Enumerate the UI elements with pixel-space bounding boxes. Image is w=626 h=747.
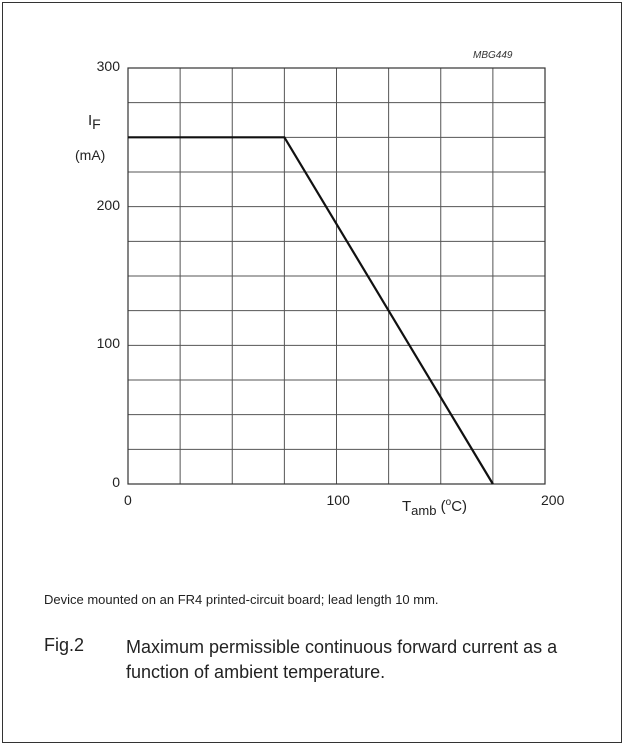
- y-tick-label: 0: [70, 474, 120, 490]
- y-tick-label: 200: [70, 197, 120, 213]
- x-tick-label: 0: [124, 492, 132, 508]
- x-axis-unit-open: (: [436, 498, 445, 515]
- x-axis-unit-rest: C): [451, 498, 467, 515]
- x-axis-symbol: T: [402, 498, 411, 515]
- y-axis-subscript: F: [92, 116, 101, 132]
- x-tick-label: 200: [541, 492, 564, 508]
- chart-code: MBG449: [473, 50, 512, 61]
- mounting-note: Device mounted on an FR4 printed-circuit…: [44, 592, 439, 607]
- figure-number: Fig.2: [44, 635, 84, 656]
- y-tick-label: 300: [70, 58, 120, 74]
- x-tick-label: 100: [327, 492, 350, 508]
- x-axis-label: Tamb (oC): [402, 497, 467, 518]
- x-axis-subscript: amb: [411, 503, 436, 518]
- y-axis-unit: (mA): [75, 147, 105, 163]
- y-axis-label: IF: [88, 113, 101, 131]
- y-tick-label: 100: [70, 335, 120, 351]
- figure-caption: Maximum permissible continuous forward c…: [126, 635, 596, 685]
